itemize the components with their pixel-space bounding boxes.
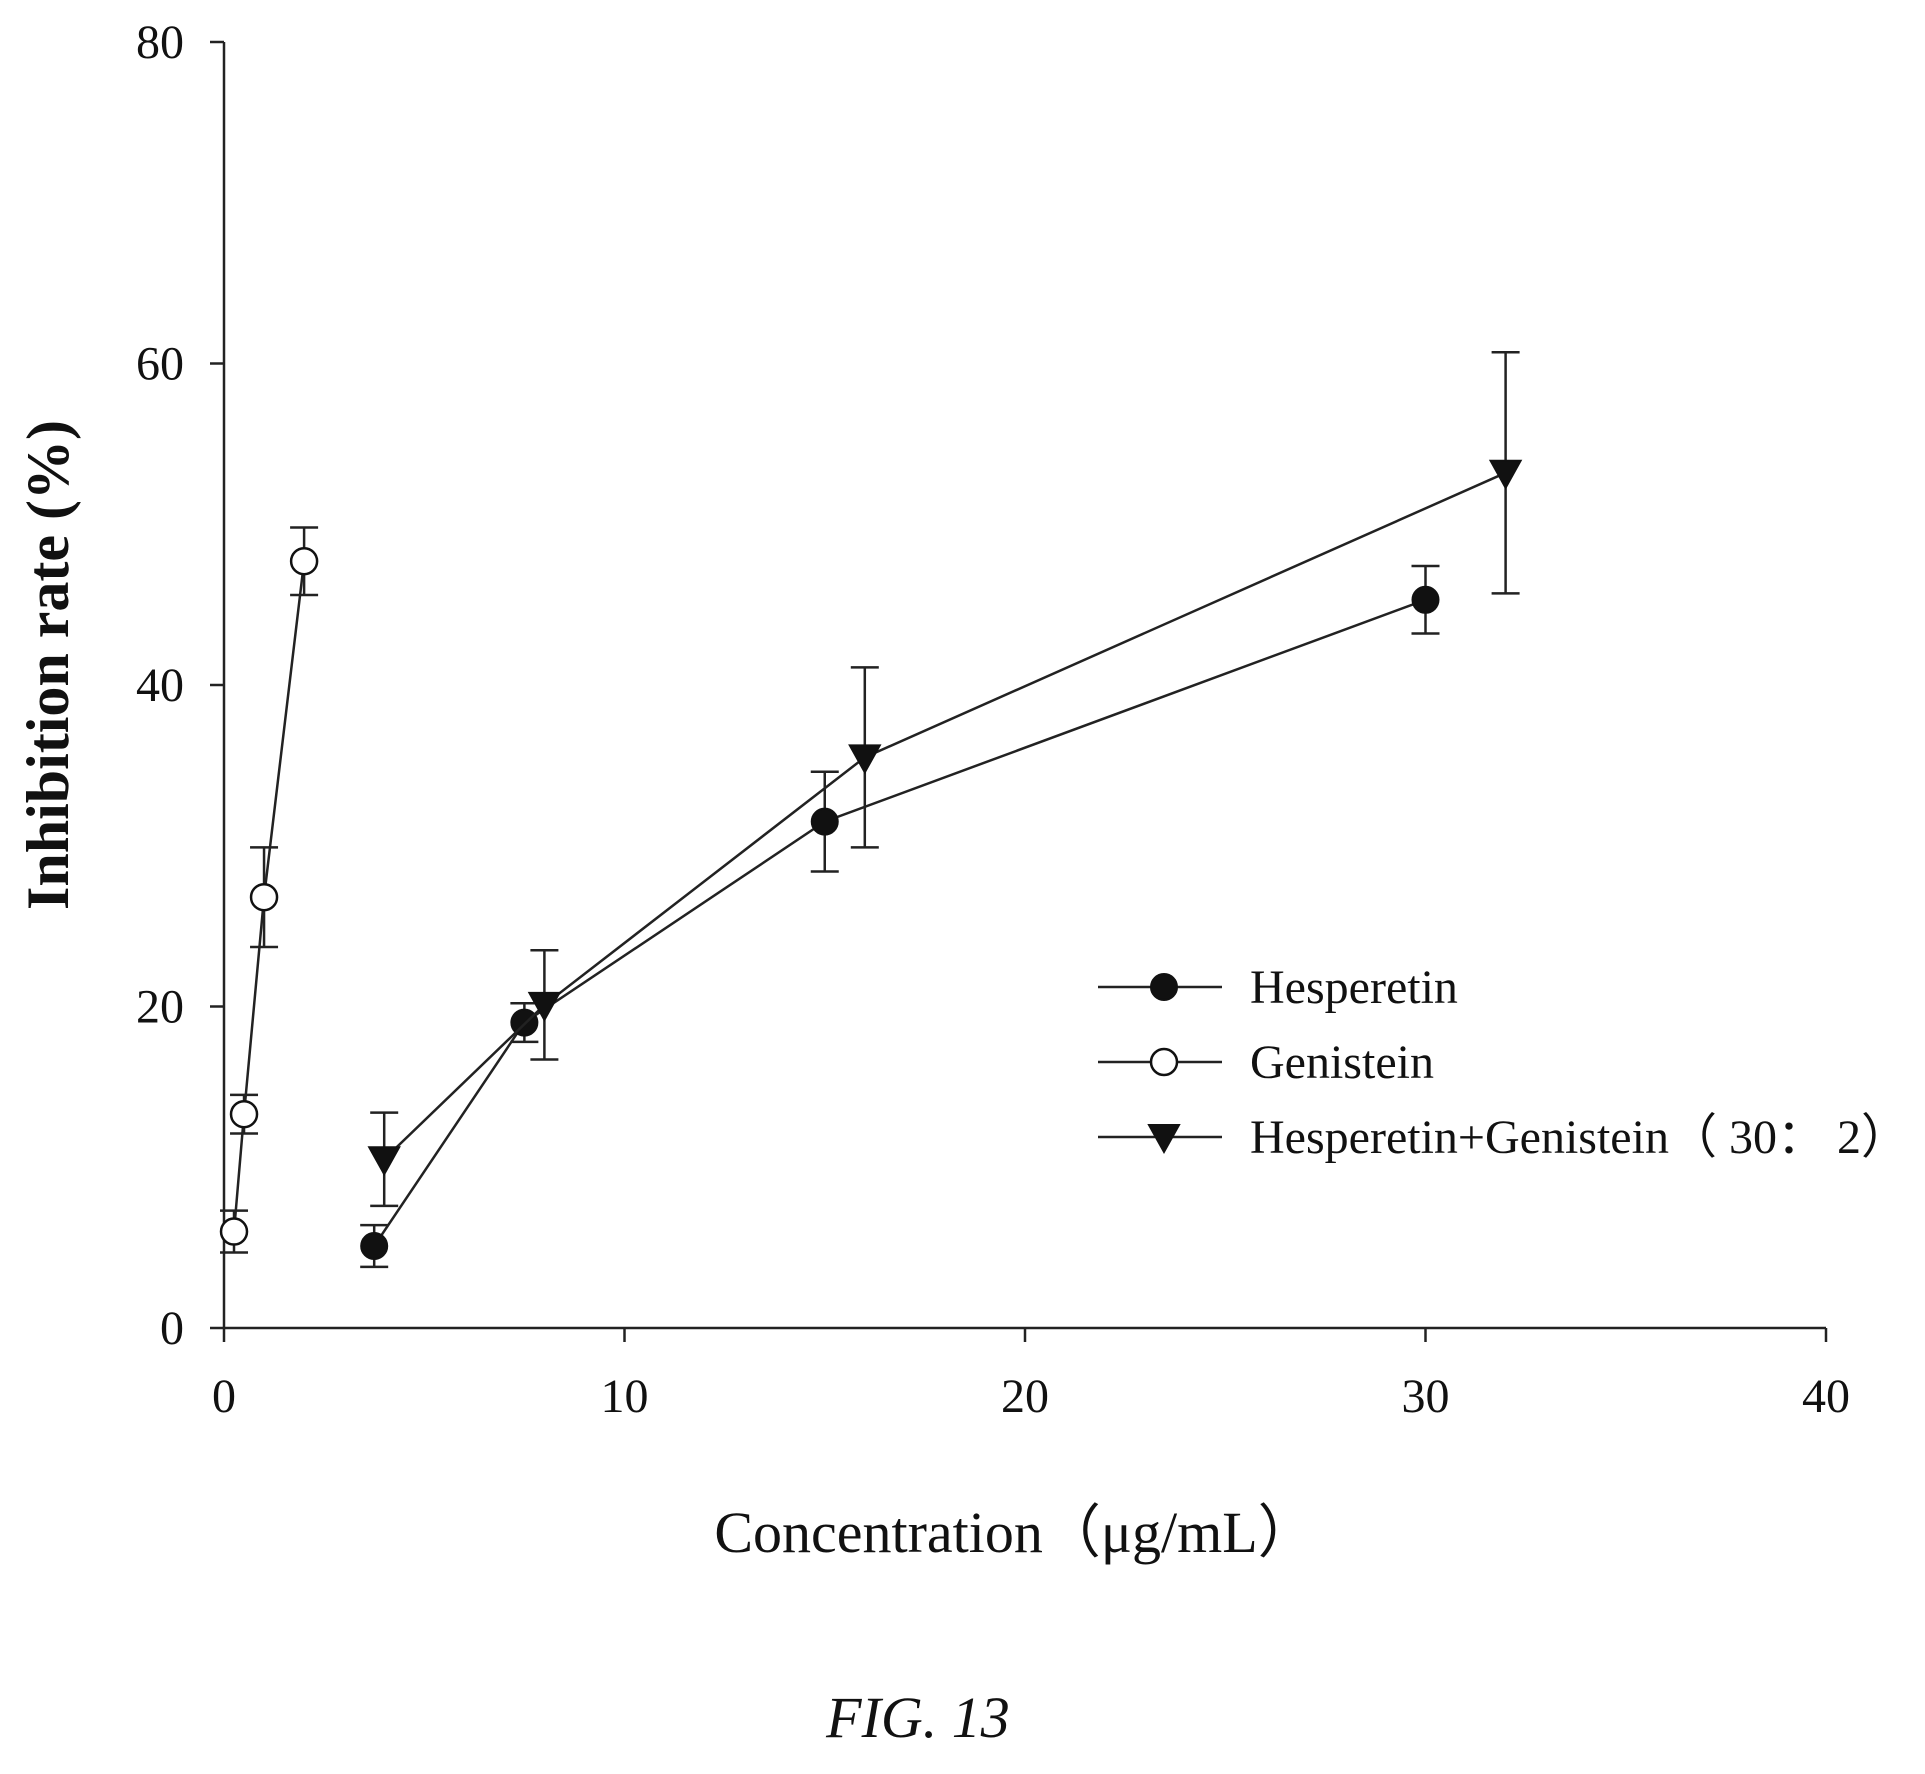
figure-caption: FIG. 13 xyxy=(825,1685,1010,1750)
data-point xyxy=(360,1232,389,1261)
data-point xyxy=(1411,585,1440,614)
legend-item: Hesperetin xyxy=(1098,961,1458,1014)
legend-label: Hesperetin+Genistein（ 30： 2） xyxy=(1250,1111,1909,1164)
data-point xyxy=(1147,1124,1181,1155)
legend-item: Hesperetin+Genistein（ 30： 2） xyxy=(1098,1111,1909,1164)
data-point xyxy=(219,1217,249,1246)
data-point xyxy=(1149,1047,1179,1077)
series-1 xyxy=(360,564,1440,1269)
data-point xyxy=(229,1099,259,1129)
series-line xyxy=(373,598,1426,1247)
y-ticks: 0 20 40 60 80 xyxy=(136,16,224,1355)
legend: Hesperetin Genistein Hesperetin+Genistein（… xyxy=(1098,961,1909,1164)
y-tick-label: 60 xyxy=(136,338,184,391)
x-tick-label: 30 xyxy=(1402,1370,1450,1423)
data-point xyxy=(289,546,319,576)
x-tick-label: 40 xyxy=(1802,1370,1850,1423)
data-point xyxy=(367,1146,401,1177)
data-point xyxy=(810,807,839,836)
y-tick-label: 20 xyxy=(136,981,184,1034)
x-tick-label: 20 xyxy=(1001,1370,1049,1423)
series-3 xyxy=(367,350,1523,1208)
data-point xyxy=(1488,459,1523,490)
legend-label: Hesperetin xyxy=(1250,961,1458,1014)
legend-label: Genistein xyxy=(1250,1036,1434,1089)
y-tick-label: 80 xyxy=(136,16,184,69)
y-tick-label: 0 xyxy=(160,1302,184,1355)
series-line xyxy=(383,471,1507,1161)
x-tick-label: 0 xyxy=(212,1370,236,1423)
axes: 0 20 40 60 80 0 10 20 30 40 xyxy=(136,16,1850,1423)
data-point xyxy=(249,882,279,912)
x-ticks: 0 10 20 30 40 xyxy=(212,1328,1850,1423)
data-point xyxy=(527,991,562,1022)
data-point xyxy=(848,744,882,775)
x-axis-title: Concentration（μg/mL） xyxy=(714,1500,1315,1565)
y-axis-title: Inhibition rate (%) xyxy=(15,420,81,910)
y-tick-label: 40 xyxy=(136,659,184,712)
data-point xyxy=(1150,973,1178,1001)
x-tick-label: 10 xyxy=(601,1370,649,1423)
series-line xyxy=(232,561,306,1232)
series-2 xyxy=(219,526,319,1254)
plot-series xyxy=(219,350,1523,1269)
legend-item: Genistein xyxy=(1098,1036,1434,1089)
